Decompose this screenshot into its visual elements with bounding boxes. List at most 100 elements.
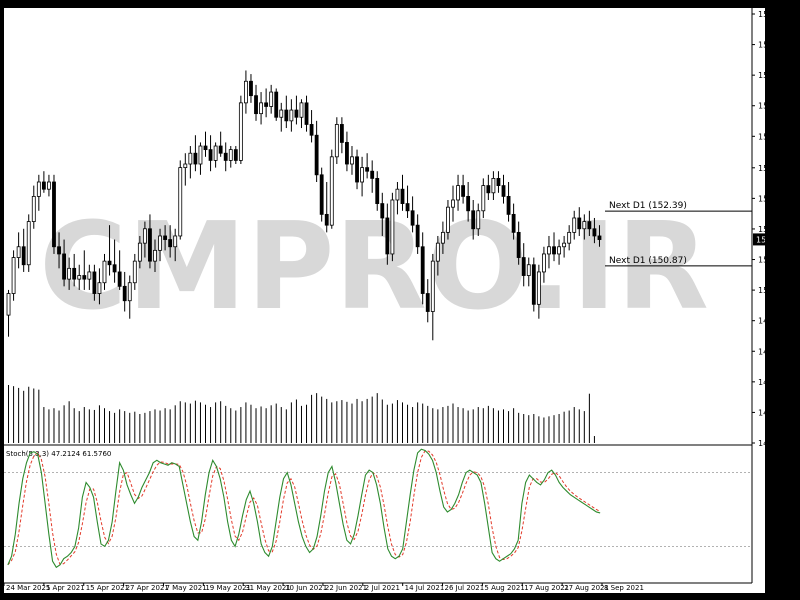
candle-body[interactable] (132, 260, 137, 284)
candle-body[interactable] (72, 267, 77, 280)
candle-body[interactable] (536, 271, 541, 305)
candle-body[interactable] (496, 178, 501, 186)
candle-body[interactable] (405, 203, 410, 212)
candle-body[interactable] (223, 152, 228, 161)
candle-body[interactable] (259, 102, 263, 115)
candle-body[interactable] (587, 221, 592, 230)
candle-body[interactable] (339, 124, 344, 143)
candle-body[interactable] (36, 181, 41, 197)
candle-body[interactable] (87, 271, 92, 280)
candle-body[interactable] (557, 246, 561, 255)
candle-body[interactable] (107, 260, 112, 266)
candle-body[interactable] (26, 221, 31, 266)
candle-body[interactable] (284, 109, 289, 122)
candle-body[interactable] (249, 80, 253, 97)
candle-body[interactable] (506, 195, 511, 215)
chart-area[interactable]: CMPRO.IR 157.870 157.020 156.170 155.320 154.… (3, 8, 791, 593)
candle-body[interactable] (228, 149, 233, 161)
candle-body[interactable] (456, 185, 460, 201)
candle-body[interactable] (77, 275, 82, 280)
candle-body[interactable] (476, 210, 481, 230)
candle-body[interactable] (117, 271, 122, 287)
candle-body[interactable] (203, 145, 208, 151)
candle-body[interactable] (451, 199, 455, 208)
candle-body[interactable] (137, 242, 142, 262)
candle-body[interactable] (355, 156, 359, 183)
candle-body[interactable] (47, 181, 51, 190)
candle-body[interactable] (188, 152, 193, 165)
candle-body[interactable] (6, 293, 11, 316)
candle-body[interactable] (542, 253, 546, 273)
candle-body[interactable] (193, 152, 198, 165)
candle-body[interactable] (254, 95, 258, 115)
candle-body[interactable] (62, 253, 67, 280)
candle-body[interactable] (153, 249, 157, 262)
candle-body[interactable] (511, 213, 516, 233)
candle-body[interactable] (57, 246, 61, 255)
candle-body[interactable] (294, 109, 299, 118)
candle-body[interactable] (420, 246, 425, 294)
price-chart-svg[interactable]: CMPRO.IR 157.870 157.020 156.170 155.320 154.… (3, 8, 791, 593)
candle-body[interactable] (360, 167, 364, 183)
candle-body[interactable] (577, 217, 582, 230)
candle-body[interactable] (198, 145, 203, 165)
candle-body[interactable] (562, 242, 567, 248)
candle-body[interactable] (279, 109, 284, 118)
candle-body[interactable] (390, 199, 395, 255)
candle-body[interactable] (168, 239, 173, 248)
candle-body[interactable] (350, 156, 354, 165)
candle-body[interactable] (67, 267, 72, 280)
candle-body[interactable] (521, 257, 526, 276)
candle-body[interactable] (375, 178, 380, 204)
candle-body[interactable] (52, 181, 56, 248)
candle-body[interactable] (319, 174, 324, 215)
candle-body[interactable] (395, 188, 400, 201)
candle-body[interactable] (31, 195, 36, 222)
candle-body[interactable] (486, 185, 491, 194)
candle-body[interactable] (552, 246, 556, 255)
candle-body[interactable] (425, 293, 430, 312)
candle-body[interactable] (142, 228, 147, 244)
candle-body[interactable] (466, 195, 471, 212)
candle-body[interactable] (380, 203, 385, 219)
candle-body[interactable] (158, 235, 162, 251)
candle-body[interactable] (218, 145, 223, 154)
candle-body[interactable] (102, 260, 107, 284)
candle-body[interactable] (289, 109, 294, 122)
candle-body[interactable] (314, 134, 319, 176)
candle-body[interactable] (471, 210, 476, 230)
candle-body[interactable] (440, 231, 445, 244)
candle-body[interactable] (365, 167, 370, 172)
candle-body[interactable] (481, 185, 486, 212)
candle-body[interactable] (592, 228, 597, 237)
candle-body[interactable] (238, 102, 243, 161)
candle-body[interactable] (233, 149, 238, 161)
candle-body[interactable] (501, 185, 506, 197)
candle-body[interactable] (526, 264, 531, 276)
candle-body[interactable] (299, 102, 304, 118)
candle-body[interactable] (597, 235, 602, 240)
candle-body[interactable] (370, 170, 375, 179)
candle-body[interactable] (21, 246, 26, 266)
candle-body[interactable] (112, 264, 117, 273)
candle-body[interactable] (11, 257, 16, 294)
candle-body[interactable] (415, 224, 420, 248)
candle-body[interactable] (264, 102, 269, 107)
candle-body[interactable] (400, 188, 405, 204)
candle-body[interactable] (243, 80, 248, 104)
candle-body[interactable] (97, 282, 102, 294)
candle-body[interactable] (329, 156, 334, 226)
candle-body[interactable] (183, 163, 188, 169)
candle-body[interactable] (385, 217, 390, 255)
candle-body[interactable] (582, 221, 587, 230)
candle-body[interactable] (82, 275, 87, 280)
candle-body[interactable] (572, 217, 577, 233)
candle-body[interactable] (410, 210, 415, 226)
candle-body[interactable] (92, 271, 97, 294)
candle-body[interactable] (547, 246, 551, 255)
candle-body[interactable] (208, 149, 213, 161)
candle-body[interactable] (345, 142, 349, 165)
candle-body[interactable] (516, 231, 521, 258)
candle-body[interactable] (16, 246, 21, 258)
candle-body[interactable] (178, 167, 183, 237)
